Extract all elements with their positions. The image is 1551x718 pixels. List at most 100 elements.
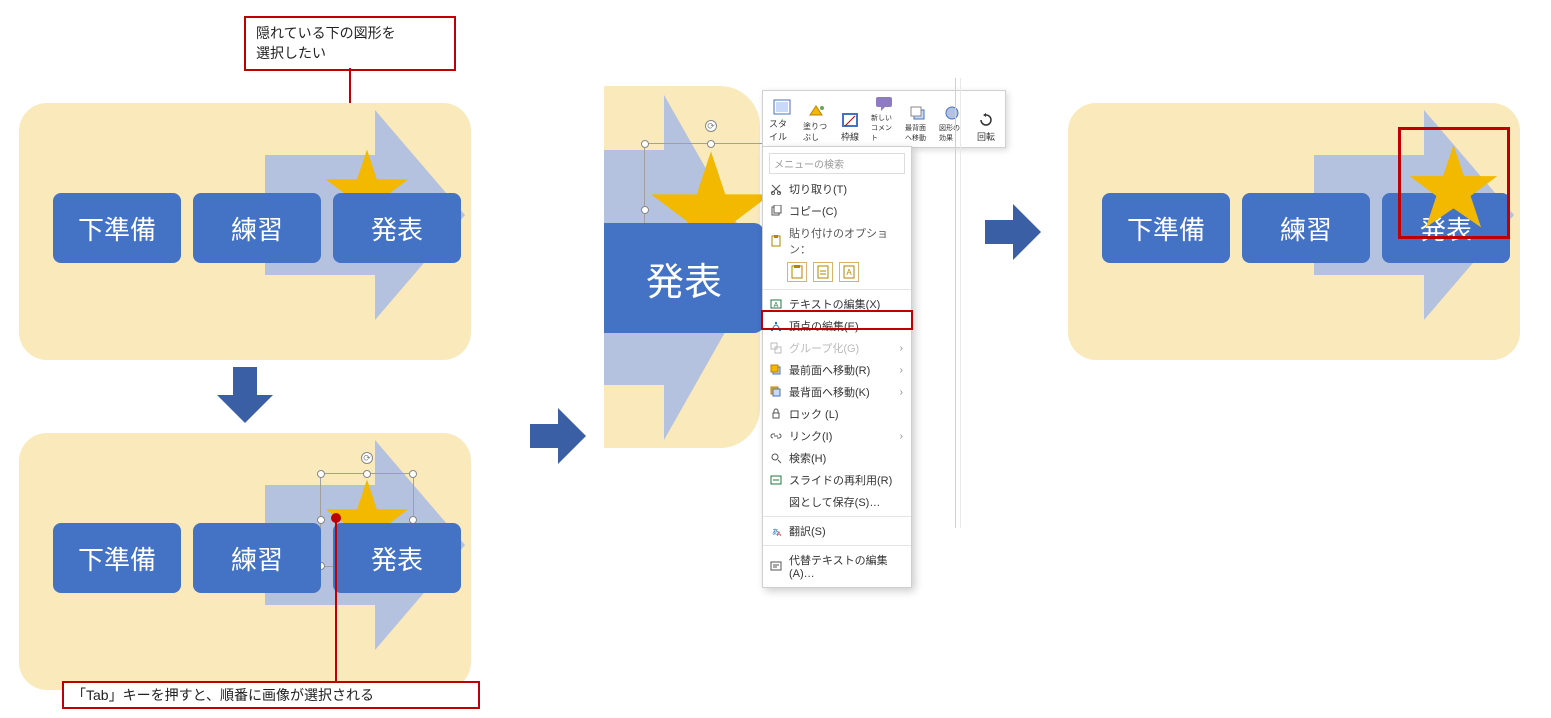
ctx-save-as-pic[interactable]: 図として保存(S)… xyxy=(763,491,911,513)
panel4-step-2: 練習 xyxy=(1242,193,1370,263)
mini-effects-label: 図形の効果 xyxy=(939,123,965,143)
ctx-cut[interactable]: 切り取り(T) xyxy=(763,178,911,200)
paste-option-1[interactable] xyxy=(787,262,807,282)
ctx-search-input[interactable]: メニューの検索 xyxy=(769,153,905,174)
mini-rotate-button[interactable]: 回転 xyxy=(973,95,999,143)
lock-icon xyxy=(769,407,783,421)
paste-option-3[interactable]: A xyxy=(839,262,859,282)
bring-front-icon xyxy=(769,363,783,377)
submenu-indicator: › xyxy=(900,365,903,376)
ctx-edit-points-label: 頂点の編集(E) xyxy=(789,318,859,334)
cut-icon xyxy=(769,182,783,196)
mini-style-button[interactable]: スタイル xyxy=(769,95,795,143)
step-label: 下準備 xyxy=(78,540,156,577)
slide-boundary-vertical-2 xyxy=(960,78,961,528)
ctx-paste-options: A xyxy=(763,260,911,286)
reuse-slide-icon xyxy=(769,473,783,487)
ctx-paste-label-text: 貼り付けのオプション： xyxy=(789,225,903,257)
ctx-cut-label: 切り取り(T) xyxy=(789,181,847,197)
submenu-indicator: › xyxy=(900,431,903,442)
ctx-bring-front-label: 最前面へ移動(R) xyxy=(789,362,870,378)
mini-comment-label: 新しいコメント xyxy=(871,113,897,143)
step-label: 練習 xyxy=(231,540,283,577)
callout-bottom-connector xyxy=(335,517,337,681)
mini-comment-button[interactable]: 新しいコメント xyxy=(871,95,897,143)
svg-text:A: A xyxy=(777,532,781,537)
panel3-rotation-handle[interactable]: ⟳ xyxy=(705,120,717,132)
step-label: 発表 xyxy=(371,210,423,247)
mini-rotate-label: 回転 xyxy=(977,130,995,143)
ctx-alt-text[interactable]: 代替テキストの編集(A)… xyxy=(763,549,911,583)
callout-top-line1: 隠れている下の図形を xyxy=(256,25,396,41)
submenu-indicator: › xyxy=(900,343,903,354)
step-label: 下準備 xyxy=(1127,210,1205,247)
paste-option-2[interactable] xyxy=(813,262,833,282)
mini-sendback-label: 最背面へ移動 xyxy=(905,123,931,143)
ctx-reuse-slide-label: スライドの再利用(R) xyxy=(789,472,892,488)
translate-icon: あA xyxy=(769,524,783,538)
step-label: 発表 xyxy=(646,251,722,306)
ctx-edit-text[interactable]: A テキストの編集(X) xyxy=(763,293,911,315)
panel2-step-1: 下準備 xyxy=(53,523,181,593)
mini-fill-button[interactable]: 塗りつぶし xyxy=(803,95,829,143)
flow-arrow-right-2 xyxy=(985,204,1041,260)
callout-bottom-text: 「Tab」キーを押すと、順番に画像が選択される xyxy=(72,687,374,703)
mini-toolbar: スタイル 塗りつぶし 枠線 新しいコメント 最背面へ移動 図形の効果 回転 xyxy=(762,90,1006,148)
ctx-search-label: 検索(H) xyxy=(789,450,826,466)
callout-top-line2: 選択したい xyxy=(256,45,326,61)
step-label: 練習 xyxy=(1280,210,1332,247)
alt-text-icon xyxy=(769,559,783,573)
submenu-indicator: › xyxy=(900,387,903,398)
mini-outline-button[interactable]: 枠線 xyxy=(837,95,863,143)
ctx-copy-label: コピー(C) xyxy=(789,203,837,219)
ctx-search[interactable]: 検索(H) xyxy=(763,447,911,469)
callout-top: 隠れている下の図形を 選択したい xyxy=(244,16,456,71)
panel2-step-3: 発表 xyxy=(333,523,461,593)
context-menu: メニューの検索 切り取り(T) コピー(C) 貼り付けのオプション： A A xyxy=(762,146,912,588)
ctx-translate[interactable]: あA 翻訳(S) xyxy=(763,520,911,542)
slide-boundary-vertical xyxy=(955,78,956,528)
step-label: 下準備 xyxy=(78,210,156,247)
ctx-save-as-pic-label: 図として保存(S)… xyxy=(789,494,880,510)
panel4-step-1: 下準備 xyxy=(1102,193,1230,263)
blank-icon xyxy=(769,495,783,509)
ctx-translate-label: 翻訳(S) xyxy=(789,523,826,539)
panel2-rotation-handle[interactable]: ⟳ xyxy=(361,452,373,464)
paste-icon xyxy=(769,234,783,248)
flow-arrow-right-1 xyxy=(530,408,586,464)
mini-fill-label: 塗りつぶし xyxy=(803,121,829,143)
ctx-group-label: グループ化(G) xyxy=(789,340,859,356)
ctx-send-back[interactable]: 最背面へ移動(K) › xyxy=(763,381,911,403)
panel3-step-3-large: 発表 xyxy=(604,223,764,333)
callout-bottom: 「Tab」キーを押すと、順番に画像が選択される xyxy=(62,681,480,709)
step-label: 発表 xyxy=(371,540,423,577)
search-icon xyxy=(769,451,783,465)
step-label: 練習 xyxy=(231,210,283,247)
ctx-copy[interactable]: コピー(C) xyxy=(763,200,911,222)
edit-points-icon xyxy=(769,319,783,333)
ctx-lock-label: ロック (L) xyxy=(789,406,839,422)
ctx-edit-text-label: テキストの編集(X) xyxy=(789,296,880,312)
ctx-link-label: リンク(I) xyxy=(789,428,832,444)
mini-sendback-button[interactable]: 最背面へ移動 xyxy=(905,95,931,143)
ctx-reuse-slide[interactable]: スライドの再利用(R) xyxy=(763,469,911,491)
panel1-step-3: 発表 xyxy=(333,193,461,263)
ctx-edit-points[interactable]: 頂点の編集(E) xyxy=(763,315,911,337)
copy-icon xyxy=(769,204,783,218)
ctx-link[interactable]: リンク(I) › xyxy=(763,425,911,447)
ctx-lock[interactable]: ロック (L) xyxy=(763,403,911,425)
ctx-paste-label: 貼り付けのオプション： xyxy=(763,222,911,260)
svg-text:A: A xyxy=(846,268,852,277)
panel1-step-1: 下準備 xyxy=(53,193,181,263)
panel1-step-2: 練習 xyxy=(193,193,321,263)
edit-text-icon: A xyxy=(769,297,783,311)
ctx-group: グループ化(G) › xyxy=(763,337,911,359)
mini-effects-button[interactable]: 図形の効果 xyxy=(939,95,965,143)
callout-bottom-dot xyxy=(331,513,341,523)
group-icon xyxy=(769,341,783,355)
svg-text:A: A xyxy=(774,302,779,309)
panel2-step-2: 練習 xyxy=(193,523,321,593)
mini-style-label: スタイル xyxy=(769,117,795,143)
ctx-bring-front[interactable]: 最前面へ移動(R) › xyxy=(763,359,911,381)
mini-outline-label: 枠線 xyxy=(841,130,859,143)
